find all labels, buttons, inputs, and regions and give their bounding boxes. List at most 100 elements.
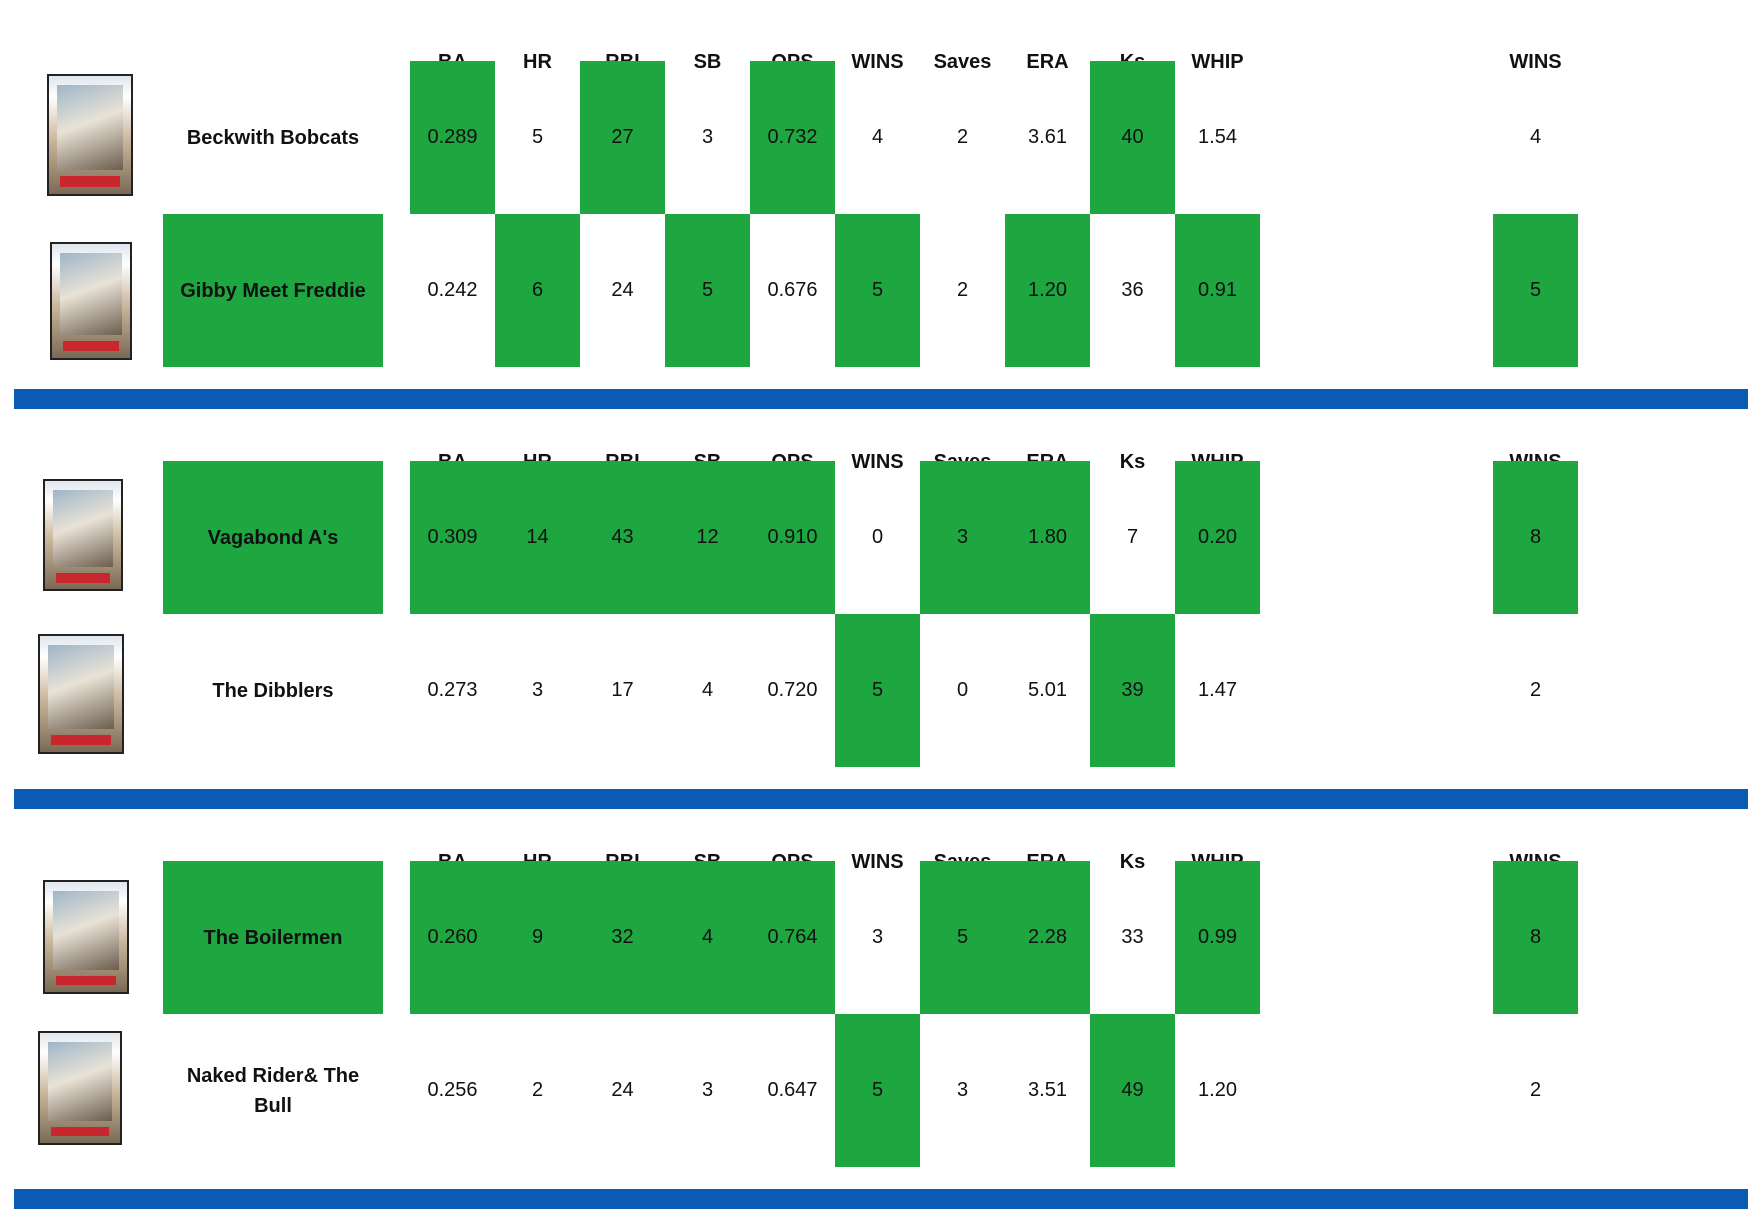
stat-cell-ops: 0.910 bbox=[750, 461, 835, 614]
wins-cell: 4 bbox=[1529, 126, 1542, 148]
card-nameplate bbox=[55, 572, 111, 583]
section-divider bbox=[14, 1189, 1748, 1209]
team-name[interactable]: Naked Rider& The Bull bbox=[186, 1064, 360, 1117]
baseball-card-image bbox=[38, 1031, 122, 1145]
stat-cell-whip: 0.20 bbox=[1175, 461, 1260, 614]
baseball-card-image bbox=[50, 242, 132, 360]
card-photo bbox=[57, 85, 123, 171]
stat-cell-rbi: 43 bbox=[580, 461, 665, 614]
stat-cell-saves: 2 bbox=[956, 279, 969, 301]
stat-cell-ops: 0.647 bbox=[767, 1079, 818, 1101]
stat-cell-wins: 0 bbox=[871, 526, 884, 548]
stat-cell-ops: 0.676 bbox=[767, 279, 818, 301]
stat-cell-rbi: 24 bbox=[611, 279, 634, 301]
stat-cell-sb: 4 bbox=[665, 861, 750, 1014]
card-photo bbox=[48, 645, 114, 729]
stat-cell-era: 1.80 bbox=[1005, 461, 1090, 614]
stat-cell-whip: 1.54 bbox=[1198, 126, 1237, 148]
stat-cell-ba: 0.260 bbox=[410, 861, 495, 1014]
stat-cell-sb: 12 bbox=[665, 461, 750, 614]
stat-cell-whip: 0.99 bbox=[1175, 861, 1260, 1014]
card-nameplate bbox=[60, 176, 120, 187]
team-name[interactable]: Gibby Meet Freddie bbox=[163, 214, 383, 367]
wins-cell: 8 bbox=[1493, 461, 1578, 614]
card-photo bbox=[53, 890, 119, 970]
stat-cell-ks: 36 bbox=[1121, 279, 1144, 301]
section-divider bbox=[14, 389, 1748, 409]
stat-cell-ks: 39 bbox=[1090, 614, 1175, 767]
stat-cell-ks: 49 bbox=[1090, 1014, 1175, 1167]
stat-cell-sb: 3 bbox=[701, 126, 714, 148]
matchup-block: BAHRRBISBOPSWINSSavesERAKsWHIPWINSVagabo… bbox=[0, 416, 1760, 816]
stat-header-whip: WHIP bbox=[1191, 51, 1244, 73]
stat-header-ks: Ks bbox=[1119, 851, 1146, 873]
wins-cell: 2 bbox=[1529, 679, 1542, 701]
stat-cell-rbi: 17 bbox=[611, 679, 634, 701]
stat-cell-ops: 0.720 bbox=[767, 679, 818, 701]
card-photo bbox=[52, 489, 114, 568]
card-photo bbox=[48, 1041, 112, 1121]
stat-cell-saves: 3 bbox=[920, 461, 1005, 614]
stat-cell-era: 1.20 bbox=[1005, 214, 1090, 367]
baseball-card-image bbox=[38, 634, 124, 754]
team-name[interactable]: The Dibblers bbox=[212, 679, 334, 702]
stat-cell-ba: 0.242 bbox=[427, 279, 478, 301]
stat-cell-ba: 0.309 bbox=[410, 461, 495, 614]
stat-cell-era: 5.01 bbox=[1028, 679, 1067, 701]
stat-cell-whip: 1.20 bbox=[1198, 1079, 1237, 1101]
stat-cell-wins: 5 bbox=[835, 214, 920, 367]
stat-header-wins: WINS bbox=[851, 851, 904, 873]
stat-cell-hr: 6 bbox=[495, 214, 580, 367]
stat-cell-wins: 3 bbox=[871, 926, 884, 948]
stat-cell-sb: 3 bbox=[701, 1079, 714, 1101]
team-name[interactable]: The Boilermen bbox=[163, 861, 383, 1014]
stat-cell-wins: 4 bbox=[871, 126, 884, 148]
team-name[interactable]: Vagabond A's bbox=[163, 461, 383, 614]
stat-header-hr: HR bbox=[523, 51, 552, 73]
stat-cell-saves: 3 bbox=[956, 1079, 969, 1101]
matchup-block: BAHRRBISBOPSWINSSavesERAKsWHIPWINSThe Bo… bbox=[0, 816, 1760, 1216]
stat-cell-sb: 4 bbox=[701, 679, 714, 701]
stat-cell-wins: 5 bbox=[835, 1014, 920, 1167]
stat-header-era: ERA bbox=[1026, 51, 1069, 73]
stat-cell-saves: 0 bbox=[956, 679, 969, 701]
stat-cell-hr: 3 bbox=[531, 679, 544, 701]
stat-cell-whip: 1.47 bbox=[1198, 679, 1237, 701]
stat-cell-hr: 9 bbox=[495, 861, 580, 1014]
stat-cell-hr: 2 bbox=[531, 1079, 544, 1101]
stat-cell-era: 2.28 bbox=[1005, 861, 1090, 1014]
card-nameplate bbox=[51, 1126, 109, 1137]
stat-cell-hr: 14 bbox=[495, 461, 580, 614]
baseball-card-image bbox=[47, 74, 133, 196]
stat-header-saves: Saves bbox=[933, 51, 992, 73]
stat-header-wins: WINS bbox=[851, 51, 904, 73]
stat-header-sb: SB bbox=[693, 51, 722, 73]
stat-cell-saves: 2 bbox=[956, 126, 969, 148]
wins-header: WINS bbox=[1509, 51, 1562, 73]
stat-cell-ks: 33 bbox=[1121, 926, 1144, 948]
team-name[interactable]: Beckwith Bobcats bbox=[186, 126, 360, 149]
stat-cell-ba: 0.256 bbox=[427, 1079, 478, 1101]
card-nameplate bbox=[62, 340, 120, 352]
stat-cell-era: 3.51 bbox=[1028, 1079, 1067, 1101]
stat-header-ks: Ks bbox=[1119, 451, 1146, 473]
stat-cell-ops: 0.732 bbox=[750, 61, 835, 214]
section-divider bbox=[14, 789, 1748, 809]
stat-header-wins: WINS bbox=[851, 451, 904, 473]
card-photo bbox=[59, 253, 123, 336]
stat-cell-rbi: 32 bbox=[580, 861, 665, 1014]
stat-cell-era: 3.61 bbox=[1028, 126, 1067, 148]
matchup-block: BAHRRBISBOPSWINSSavesERAKsWHIPWINSBeckwi… bbox=[0, 16, 1760, 416]
stat-cell-ba: 0.273 bbox=[427, 679, 478, 701]
stat-cell-ks: 7 bbox=[1126, 526, 1139, 548]
stat-cell-rbi: 27 bbox=[580, 61, 665, 214]
wins-cell: 5 bbox=[1493, 214, 1578, 367]
stat-cell-ba: 0.289 bbox=[410, 61, 495, 214]
card-nameplate bbox=[56, 975, 116, 986]
stat-cell-wins: 5 bbox=[835, 614, 920, 767]
stat-cell-saves: 5 bbox=[920, 861, 1005, 1014]
stat-cell-hr: 5 bbox=[531, 126, 544, 148]
wins-cell: 2 bbox=[1529, 1079, 1542, 1101]
baseball-card-image bbox=[43, 880, 129, 994]
